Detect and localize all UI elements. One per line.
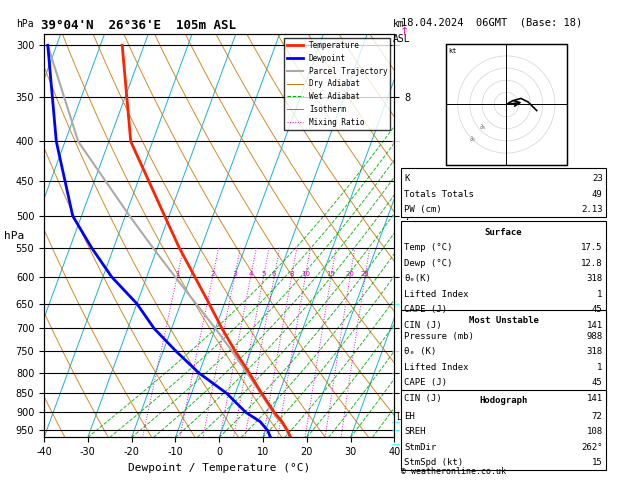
Text: 1: 1	[597, 363, 603, 372]
Text: 5: 5	[261, 271, 265, 277]
Text: 988: 988	[586, 331, 603, 341]
Text: © weatheronline.co.uk: © weatheronline.co.uk	[401, 467, 506, 476]
Text: 141: 141	[586, 321, 603, 330]
Text: 49: 49	[592, 190, 603, 199]
Legend: Temperature, Dewpoint, Parcel Trajectory, Dry Adiabat, Wet Adiabat, Isotherm, Mi: Temperature, Dewpoint, Parcel Trajectory…	[284, 38, 391, 130]
Text: 2.13: 2.13	[581, 205, 603, 214]
Text: CAPE (J): CAPE (J)	[404, 378, 447, 387]
Text: 18.04.2024  06GMT  (Base: 18): 18.04.2024 06GMT (Base: 18)	[401, 17, 582, 27]
Text: 318: 318	[586, 347, 603, 356]
Text: 25: 25	[360, 271, 369, 277]
Text: CIN (J): CIN (J)	[404, 321, 442, 330]
Text: Temp (°C): Temp (°C)	[404, 243, 453, 252]
Text: θₑ (K): θₑ (K)	[404, 347, 437, 356]
Text: hPa: hPa	[4, 231, 25, 241]
Text: CAPE (J): CAPE (J)	[404, 305, 447, 314]
X-axis label: Dewpoint / Temperature (°C): Dewpoint / Temperature (°C)	[128, 463, 310, 473]
Text: Hodograph: Hodograph	[479, 396, 528, 405]
Text: 23: 23	[592, 174, 603, 183]
Text: hPa: hPa	[16, 19, 33, 30]
Text: StmSpd (kt): StmSpd (kt)	[404, 458, 464, 468]
Text: Totals Totals: Totals Totals	[404, 190, 474, 199]
Text: 72: 72	[592, 412, 603, 421]
Text: km: km	[393, 19, 405, 30]
Text: 1: 1	[597, 290, 603, 299]
Text: Pressure (mb): Pressure (mb)	[404, 331, 474, 341]
Text: 141: 141	[586, 394, 603, 403]
Text: 262°: 262°	[581, 443, 603, 452]
Text: K: K	[404, 174, 410, 183]
Text: 8: 8	[289, 271, 294, 277]
Text: 318: 318	[586, 274, 603, 283]
Text: 12.8: 12.8	[581, 259, 603, 268]
Text: kt: kt	[448, 49, 457, 54]
Text: CIN (J): CIN (J)	[404, 394, 442, 403]
Text: Surface: Surface	[485, 227, 522, 237]
Text: 108: 108	[586, 427, 603, 436]
Text: Dewp (°C): Dewp (°C)	[404, 259, 453, 268]
Text: 4: 4	[248, 271, 253, 277]
Text: PW (cm): PW (cm)	[404, 205, 442, 214]
Text: ∂₀: ∂₀	[470, 136, 476, 142]
Text: 6: 6	[272, 271, 277, 277]
Text: 45: 45	[592, 378, 603, 387]
Text: 17.5: 17.5	[581, 243, 603, 252]
Text: LCL: LCL	[396, 414, 411, 422]
Text: 3: 3	[232, 271, 237, 277]
Text: Lifted Index: Lifted Index	[404, 363, 469, 372]
Text: 1: 1	[175, 271, 179, 277]
Text: EH: EH	[404, 412, 415, 421]
Text: θₑ(K): θₑ(K)	[404, 274, 431, 283]
Text: ASL: ASL	[393, 34, 411, 44]
Text: 2: 2	[210, 271, 214, 277]
Text: ↑: ↑	[399, 27, 409, 37]
Text: 20: 20	[345, 271, 355, 277]
Text: ∂₅: ∂₅	[480, 124, 486, 130]
Text: 15: 15	[326, 271, 335, 277]
Text: Lifted Index: Lifted Index	[404, 290, 469, 299]
Text: SREH: SREH	[404, 427, 426, 436]
Text: 15: 15	[592, 458, 603, 468]
Text: StmDir: StmDir	[404, 443, 437, 452]
Text: 10: 10	[301, 271, 310, 277]
Text: 39°04'N  26°36'E  105m ASL: 39°04'N 26°36'E 105m ASL	[41, 19, 236, 33]
Text: 45: 45	[592, 305, 603, 314]
Text: Most Unstable: Most Unstable	[469, 316, 538, 325]
